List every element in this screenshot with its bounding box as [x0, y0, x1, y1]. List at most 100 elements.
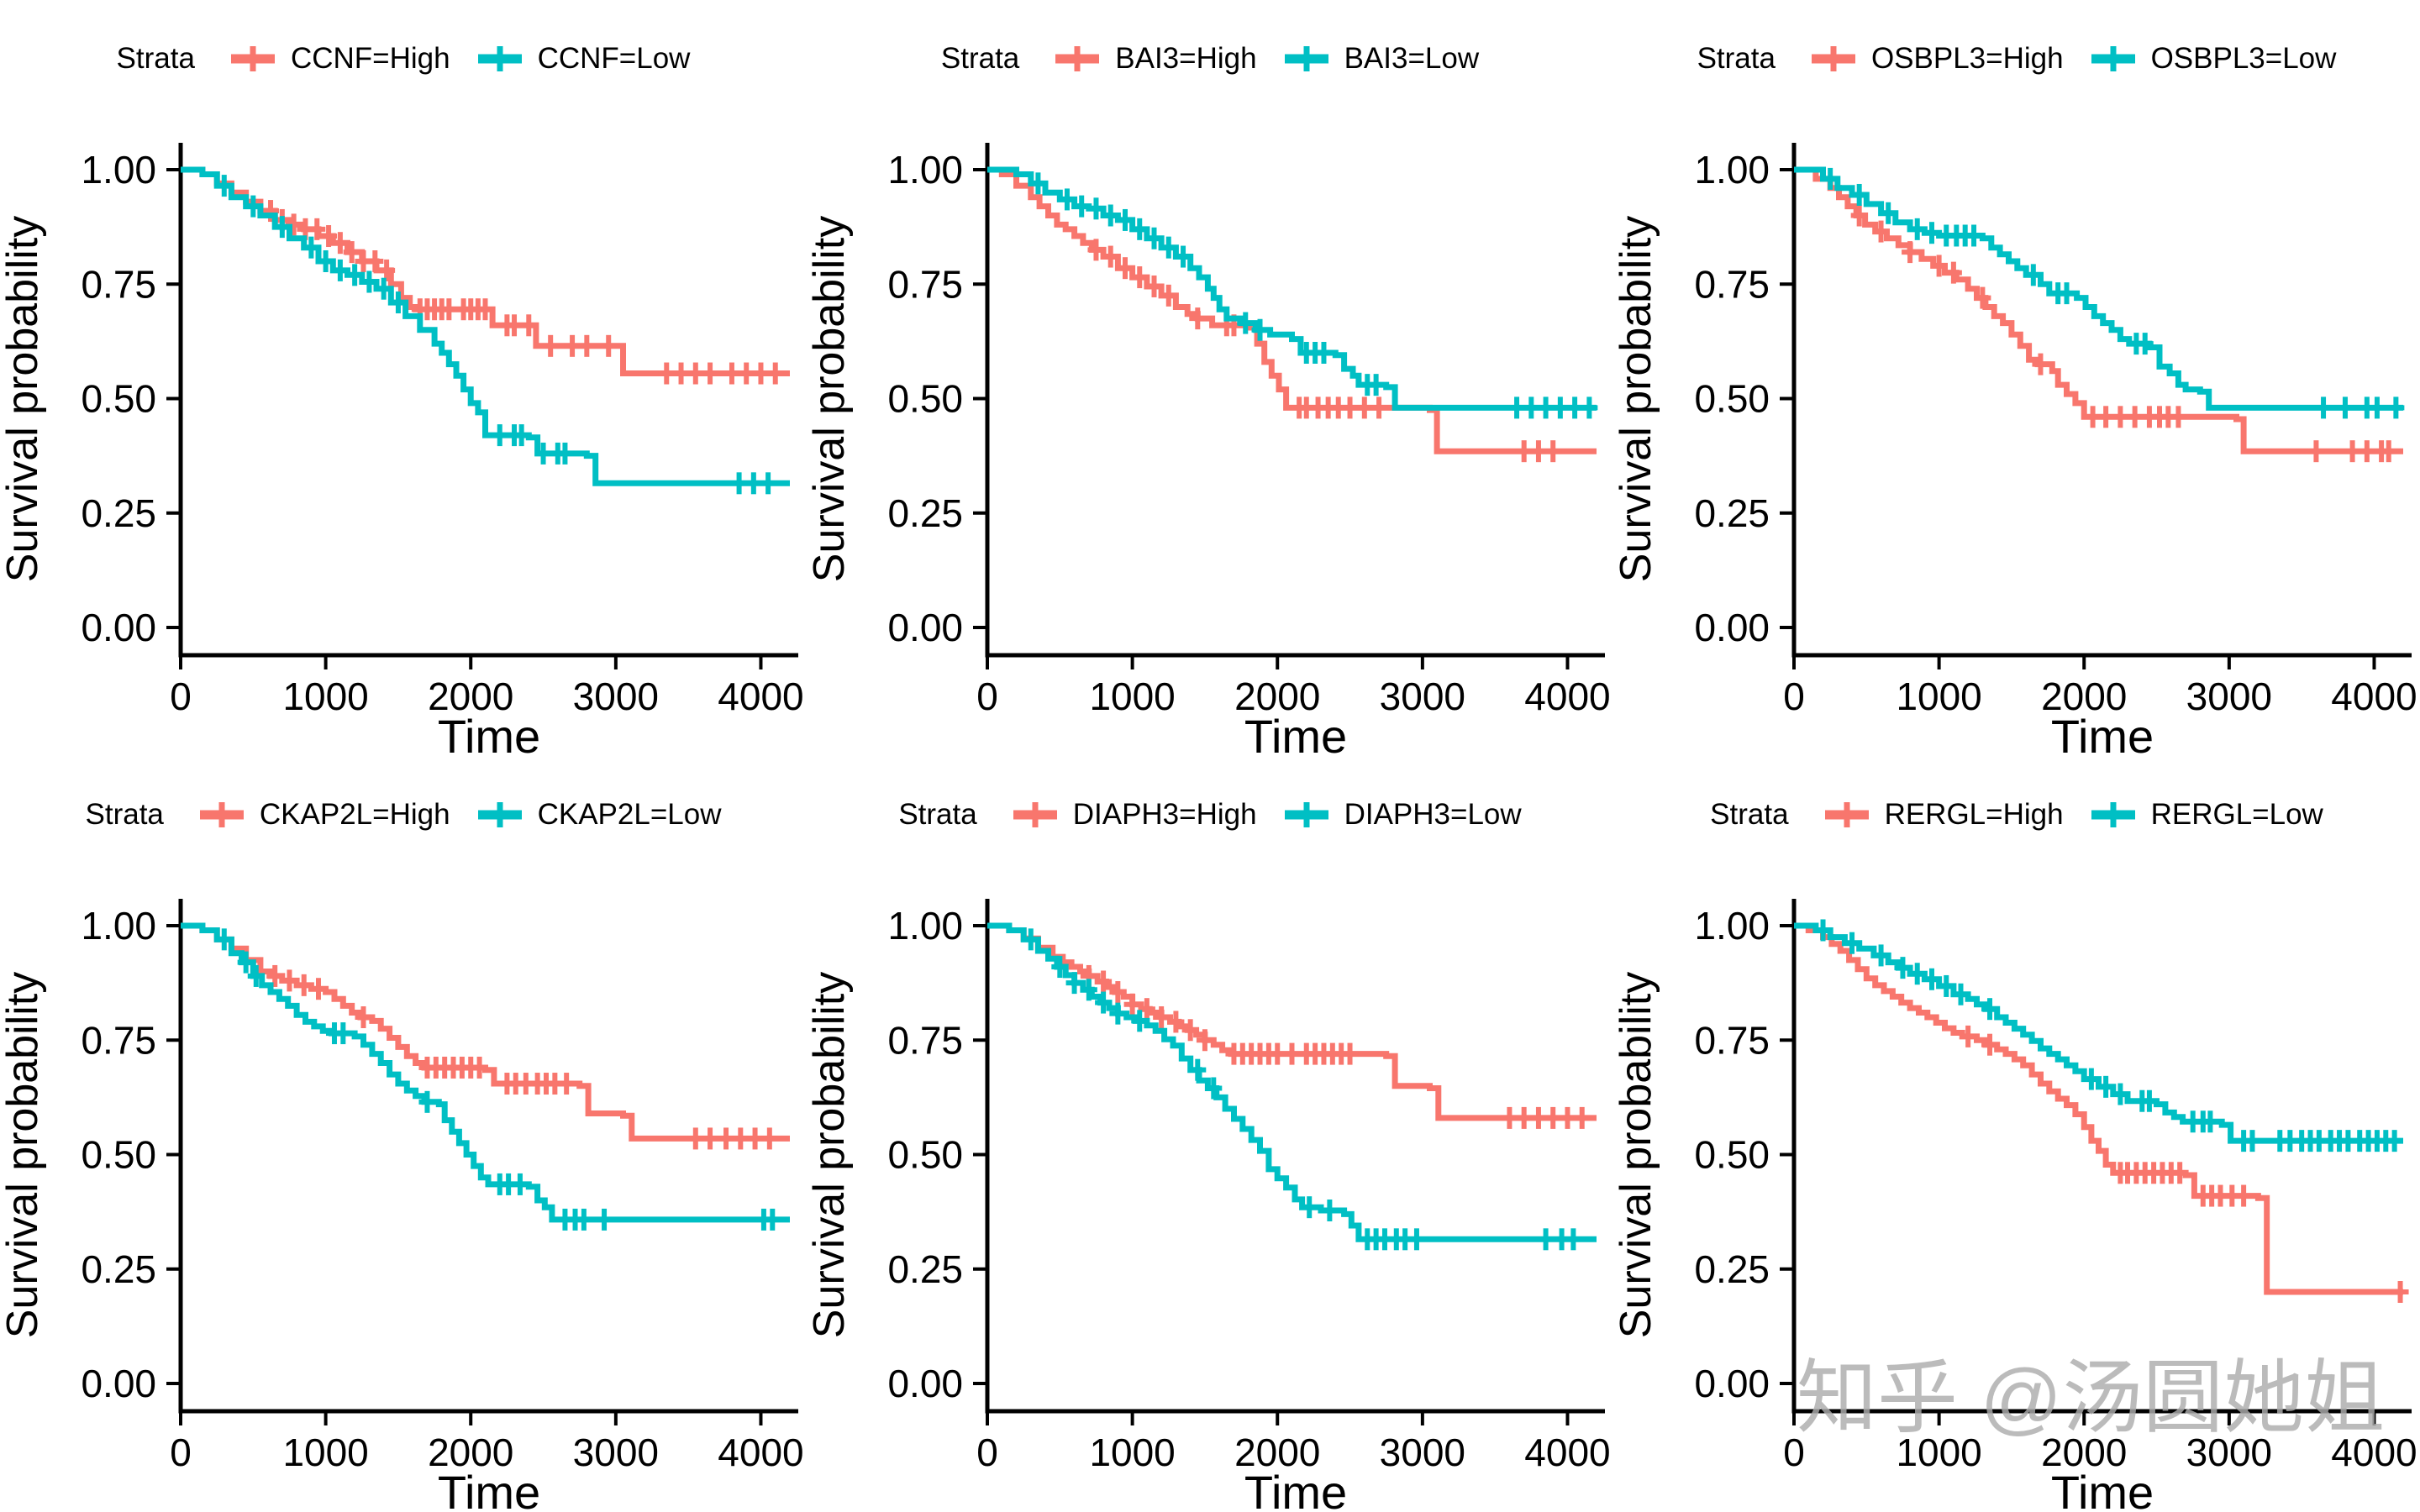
x-tick-label: 0: [976, 675, 998, 718]
y-tick-label: 1.00: [81, 904, 156, 948]
y-tick-label: 0.25: [81, 1247, 156, 1291]
y-tick-label: 0.50: [887, 1133, 963, 1177]
censor-plus-icon: [477, 802, 522, 827]
x-tick-label: 4000: [2331, 675, 2417, 718]
censor-plus-icon: [477, 46, 522, 71]
censor-plus-icon: [1824, 802, 1869, 827]
y-tick-label: 0.50: [81, 1133, 156, 1177]
km-panel: Strata BAI3=High BAI3=Low 1.00 0.75 0.50 0.…: [807, 0, 1613, 756]
survival-curve-low: [181, 166, 790, 486]
y-tick-label: 1.00: [887, 904, 963, 948]
legend-item-low: DIAPH3=Low: [1282, 798, 1522, 832]
x-tick-label: 4000: [718, 1431, 803, 1474]
x-axis-title: Time: [1244, 710, 1347, 756]
y-axis-title: Survival probability: [0, 216, 47, 582]
x-tick-label: 0: [1783, 1431, 1805, 1474]
legend-label-high: BAI3=High: [1115, 42, 1257, 75]
x-tick-label: 3000: [2186, 1431, 2272, 1474]
strata-legend: Strata OSBPL3=High OSBPL3=Low: [1613, 0, 2420, 94]
legend-item-low: CCNF=Low: [476, 42, 691, 76]
x-tick-label: 2000: [1234, 1431, 1320, 1474]
legend-label-high: RERGL=High: [1884, 798, 2064, 831]
y-tick-label: 0.00: [81, 606, 156, 649]
x-tick-label: 3000: [2186, 675, 2272, 718]
censor-plus-icon: [1811, 46, 1855, 71]
y-tick-label: 0.75: [81, 262, 156, 306]
x-tick-label: 4000: [1524, 1431, 1610, 1474]
censor-plus-icon: [230, 46, 275, 71]
legend-title: Strata: [940, 42, 1020, 75]
km-plot: 1.00 0.75 0.50 0.25 0.00 0 1000 2000 3000 4000 Tim…: [807, 899, 1611, 1512]
x-tick-label: 4000: [1524, 675, 1610, 718]
y-axis-title: Survival probability: [807, 972, 854, 1338]
strata-legend: Strata CKAP2L=High CKAP2L=Low: [0, 756, 807, 850]
km-plot: 1.00 0.75 0.50 0.25 0.00 0 1000 2000 3000 4000 Tim…: [0, 143, 804, 756]
y-tick-label: 0.75: [1694, 262, 1770, 306]
x-axis-title: Time: [438, 710, 540, 756]
y-tick-label: 0.00: [887, 1362, 963, 1405]
y-axis-title: Survival probability: [1613, 972, 1660, 1338]
survival-curve-high: [987, 922, 1597, 1121]
km-panel: Strata CKAP2L=High CKAP2L=Low 1.00 0.75 0.…: [0, 756, 807, 1512]
survival-curve-high: [987, 166, 1597, 454]
strata-legend: Strata BAI3=High BAI3=Low: [807, 0, 1613, 94]
km-panel: Strata RERGL=High RERGL=Low 1.00 0.75 0.50…: [1613, 756, 2420, 1512]
legend-label-low: DIAPH3=Low: [1344, 798, 1522, 831]
y-tick-label: 1.00: [1694, 148, 1770, 192]
strata-legend: Strata RERGL=High RERGL=Low: [1613, 756, 2420, 850]
km-panel: Strata DIAPH3=High DIAPH3=Low 1.00 0.75 0.…: [807, 756, 1613, 1512]
legend-label-low: RERGL=Low: [2150, 798, 2323, 831]
watermark: 知乎 @汤圆她姐: [1797, 1353, 2386, 1443]
y-tick-label: 1.00: [1694, 904, 1770, 948]
x-axis-title: Time: [2051, 1466, 2154, 1512]
y-tick-label: 0.00: [81, 1362, 156, 1405]
y-tick-label: 0.75: [1694, 1018, 1770, 1062]
legend-label-high: CKAP2L=High: [259, 798, 450, 831]
x-tick-label: 1000: [282, 675, 368, 718]
x-tick-label: 3000: [1380, 1431, 1465, 1474]
legend-title: Strata: [1710, 798, 1789, 831]
censor-plus-icon: [2091, 46, 2135, 71]
legend-label-low: CKAP2L=Low: [537, 798, 722, 831]
x-tick-label: 1000: [282, 1431, 368, 1474]
legend-item-low: RERGL=Low: [2089, 798, 2323, 832]
x-tick-label: 0: [170, 675, 192, 718]
y-tick-label: 0.25: [1694, 491, 1770, 535]
y-axis-title: Survival probability: [1613, 216, 1660, 582]
km-plot: 1.00 0.75 0.50 0.25 0.00 0 1000 2000 3000 4000 Tim…: [1613, 143, 2417, 756]
km-plot: 1.00 0.75 0.50 0.25 0.00 0 1000 2000 3000 4000 Tim…: [807, 143, 1611, 756]
x-tick-label: 2000: [2041, 1431, 2127, 1474]
legend-item-high: DIAPH3=High: [1011, 798, 1257, 832]
y-tick-label: 0.00: [1694, 606, 1770, 649]
x-tick-label: 0: [1783, 675, 1805, 718]
x-tick-label: 3000: [573, 1431, 659, 1474]
y-tick-label: 0.00: [1694, 1362, 1770, 1405]
survival-curve-high: [1794, 922, 2403, 1295]
y-tick-label: 1.00: [81, 148, 156, 192]
x-tick-label: 0: [170, 1431, 192, 1474]
legend-label-high: CCNF=High: [290, 42, 450, 75]
x-tick-label: 1000: [1896, 675, 1981, 718]
legend-label-low: CCNF=Low: [537, 42, 691, 75]
y-tick-label: 0.25: [887, 491, 963, 535]
censor-plus-icon: [1284, 802, 1328, 827]
legend-label-low: OSBPL3=Low: [2150, 42, 2337, 75]
legend-item-high: CKAP2L=High: [197, 798, 450, 832]
legend-label-high: OSBPL3=High: [1870, 42, 2064, 75]
y-tick-label: 0.25: [887, 1247, 963, 1291]
x-tick-label: 3000: [1380, 675, 1465, 718]
legend-title: Strata: [85, 798, 164, 831]
y-tick-label: 0.75: [887, 262, 963, 306]
strata-legend: Strata DIAPH3=High DIAPH3=Low: [807, 756, 1613, 850]
survival-curve-low: [1794, 166, 2403, 411]
y-tick-label: 0.50: [1694, 377, 1770, 421]
strata-legend: Strata CCNF=High CCNF=Low: [0, 0, 807, 94]
y-axis-title: Survival probability: [0, 972, 47, 1338]
censor-plus-icon: [2091, 802, 2135, 827]
x-tick-label: 2000: [428, 1431, 513, 1474]
km-plot: 1.00 0.75 0.50 0.25 0.00 0 1000 2000 3000 4000 Tim…: [0, 899, 804, 1512]
y-axis-title: Survival probability: [807, 216, 854, 582]
censor-plus-icon: [1055, 46, 1100, 71]
y-tick-label: 0.75: [81, 1018, 156, 1062]
legend-label-high: DIAPH3=High: [1072, 798, 1257, 831]
